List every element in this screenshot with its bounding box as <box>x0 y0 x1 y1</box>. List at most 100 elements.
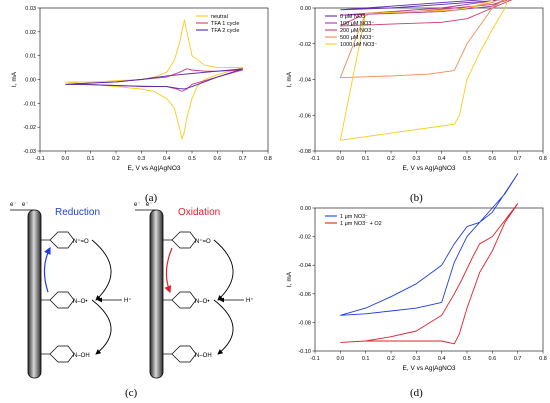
y-tick-label: -0.02 <box>298 42 311 48</box>
x-tick-label: 0.2 <box>387 156 395 162</box>
y-tick-label: -0.03 <box>23 149 36 155</box>
x-tick-label: 0.7 <box>514 356 522 362</box>
molecule-nitroxonium: N⁺=O <box>41 231 89 249</box>
x-tick-label: 0.0 <box>337 356 345 362</box>
hydroxylamine-label: N–OH <box>195 353 212 359</box>
y-axis-label: I, mA <box>286 71 293 87</box>
molecule-hydroxylamine: N–OH <box>41 345 90 363</box>
y-tick-label: -0.02 <box>23 125 36 131</box>
x-tick-label: 0.6 <box>489 356 497 362</box>
x-tick-label: 0.3 <box>138 156 146 162</box>
x-tick-label: 0.4 <box>438 156 446 162</box>
series-line <box>340 0 502 11</box>
x-tick-label: 0.2 <box>387 356 395 362</box>
legend-entry: 500 μM NO3⁻ <box>340 35 374 41</box>
series-line <box>340 203 519 345</box>
x-tick-label: 0.8 <box>264 156 272 162</box>
curved-arrow <box>213 239 234 301</box>
chart-panel-d: -0.1 0.0 0.1 0.2 0.3 0.4 0.5 0.6 0.7 0.8 -0.10 -0.0… <box>286 173 547 372</box>
chart-panel-a: -0.1 0.0 0.1 0.2 0.3 0.4 0.5 0.6 0.7 0.8 -0.03 -0.0… <box>11 6 272 172</box>
electron-label: e⁻ <box>146 202 153 208</box>
nitroxonium-label: N⁺=O <box>195 238 211 245</box>
legend-entry: 0 μM NO3⁻ <box>340 14 368 20</box>
x-tick-label: 0.7 <box>514 156 522 162</box>
nitroxyl-label: N–O• <box>195 299 209 305</box>
legend-entry: 1 μm NO3⁻ + O2 <box>340 221 382 227</box>
curved-arrow <box>91 239 112 301</box>
series-line <box>339 0 509 141</box>
electrode-right <box>149 209 164 379</box>
series-line <box>65 68 244 92</box>
plot-frame <box>314 207 544 352</box>
y-tick-label: -0.06 <box>298 292 311 298</box>
x-axis-label: E, V vs Ag|AgNO3 <box>403 165 456 172</box>
x-tick-label: 0.6 <box>214 156 222 162</box>
x-tick-label: 0.5 <box>463 156 471 162</box>
proton-label: H⁺ <box>124 297 132 304</box>
chart-panel-b: -0.1 0.0 0.1 0.2 0.3 0.4 0.5 0.6 0.7 0.8 -0.08 -0.0… <box>286 0 547 172</box>
electrode-left <box>27 209 42 379</box>
panel-label-a: (a) <box>145 192 158 204</box>
y-axis-label: I, mA <box>286 271 293 287</box>
panel-label-d: (d) <box>410 387 423 399</box>
x-tick-label: 0.0 <box>62 156 70 162</box>
x-tick-label: 0.3 <box>413 156 421 162</box>
electron-label: e⁻ <box>10 202 17 208</box>
y-tick-label: -0.01 <box>23 101 36 107</box>
y-tick-label: -0.04 <box>298 78 311 84</box>
y-tick-label: -0.02 <box>298 235 311 241</box>
y-tick-label: -0.08 <box>298 320 311 326</box>
panel-label-b: (b) <box>410 192 423 204</box>
x-tick-label: -0.1 <box>310 356 319 362</box>
molecule-nitroxonium: N⁺=O <box>163 231 211 249</box>
legend-entry: 1 μm NO3⁻ <box>340 214 368 220</box>
y-tick-label: -0.04 <box>298 263 311 269</box>
panel-label-c: (c) <box>125 387 138 399</box>
x-tick-label: 0.6 <box>489 156 497 162</box>
y-axis-label: I, mA <box>11 71 18 87</box>
x-tick-label: 0.4 <box>438 356 446 362</box>
reduction-label: Reduction <box>55 207 100 218</box>
oxidation-label: Oxidation <box>178 207 220 218</box>
legend-entry: neutral <box>211 14 228 20</box>
y-tick-label: 0.00 <box>25 78 36 84</box>
y-tick-label: -0.08 <box>298 149 311 155</box>
x-tick-label: 0.5 <box>188 156 196 162</box>
molecule-nitroxyl: N–O• <box>41 291 87 309</box>
oxidation-arrow <box>164 247 173 294</box>
y-tick-label: 0.00 <box>300 206 311 212</box>
series-line <box>65 19 244 140</box>
x-tick-label: 0.4 <box>163 156 171 162</box>
x-tick-label: 0.1 <box>362 156 370 162</box>
x-axis-label: E, V vs Ag|AgNO3 <box>128 165 181 172</box>
x-tick-label: 0.5 <box>463 356 471 362</box>
proton-label: H⁺ <box>246 297 254 304</box>
x-tick-label: -0.1 <box>35 156 44 162</box>
curved-arrow <box>213 299 234 355</box>
y-tick-label: -0.06 <box>298 113 311 119</box>
molecule-nitroxyl: N–O• <box>163 291 209 309</box>
series-line <box>340 173 519 316</box>
x-tick-label: 0.1 <box>362 356 370 362</box>
nitroxonium-label: N⁺=O <box>73 238 89 245</box>
x-tick-label: 0.2 <box>112 156 120 162</box>
x-tick-label: 0.1 <box>87 156 95 162</box>
diagram-panel-c: e⁻ e⁻ Reduction N⁺=O N–O• N–OH H⁺ e⁻ e⁻ … <box>10 202 254 379</box>
y-tick-label: 0.00 <box>300 6 311 12</box>
legend-entry: 100 μM NO3⁻ <box>340 21 374 27</box>
y-tick-label: 0.03 <box>25 6 36 12</box>
electron-label: e⁻ <box>22 202 29 208</box>
legend-entry: 200 μM NO3⁻ <box>340 28 374 34</box>
y-tick-label: 0.01 <box>25 54 36 60</box>
x-tick-label: 0.7 <box>239 156 247 162</box>
molecule-hydroxylamine: N–OH <box>163 345 212 363</box>
legend-entry: 1000 μM NO3⁻ <box>340 42 377 48</box>
nitroxyl-label: N–O• <box>73 299 87 305</box>
x-tick-label: 0.8 <box>539 156 547 162</box>
hydroxylamine-label: N–OH <box>73 353 90 359</box>
x-axis-label: E, V vs Ag|AgNO3 <box>403 365 456 372</box>
legend-entry: TFA 1 cycle <box>211 21 239 27</box>
x-tick-label: -0.1 <box>310 156 319 162</box>
legend-entry: TFA 2 cycle <box>211 28 239 34</box>
